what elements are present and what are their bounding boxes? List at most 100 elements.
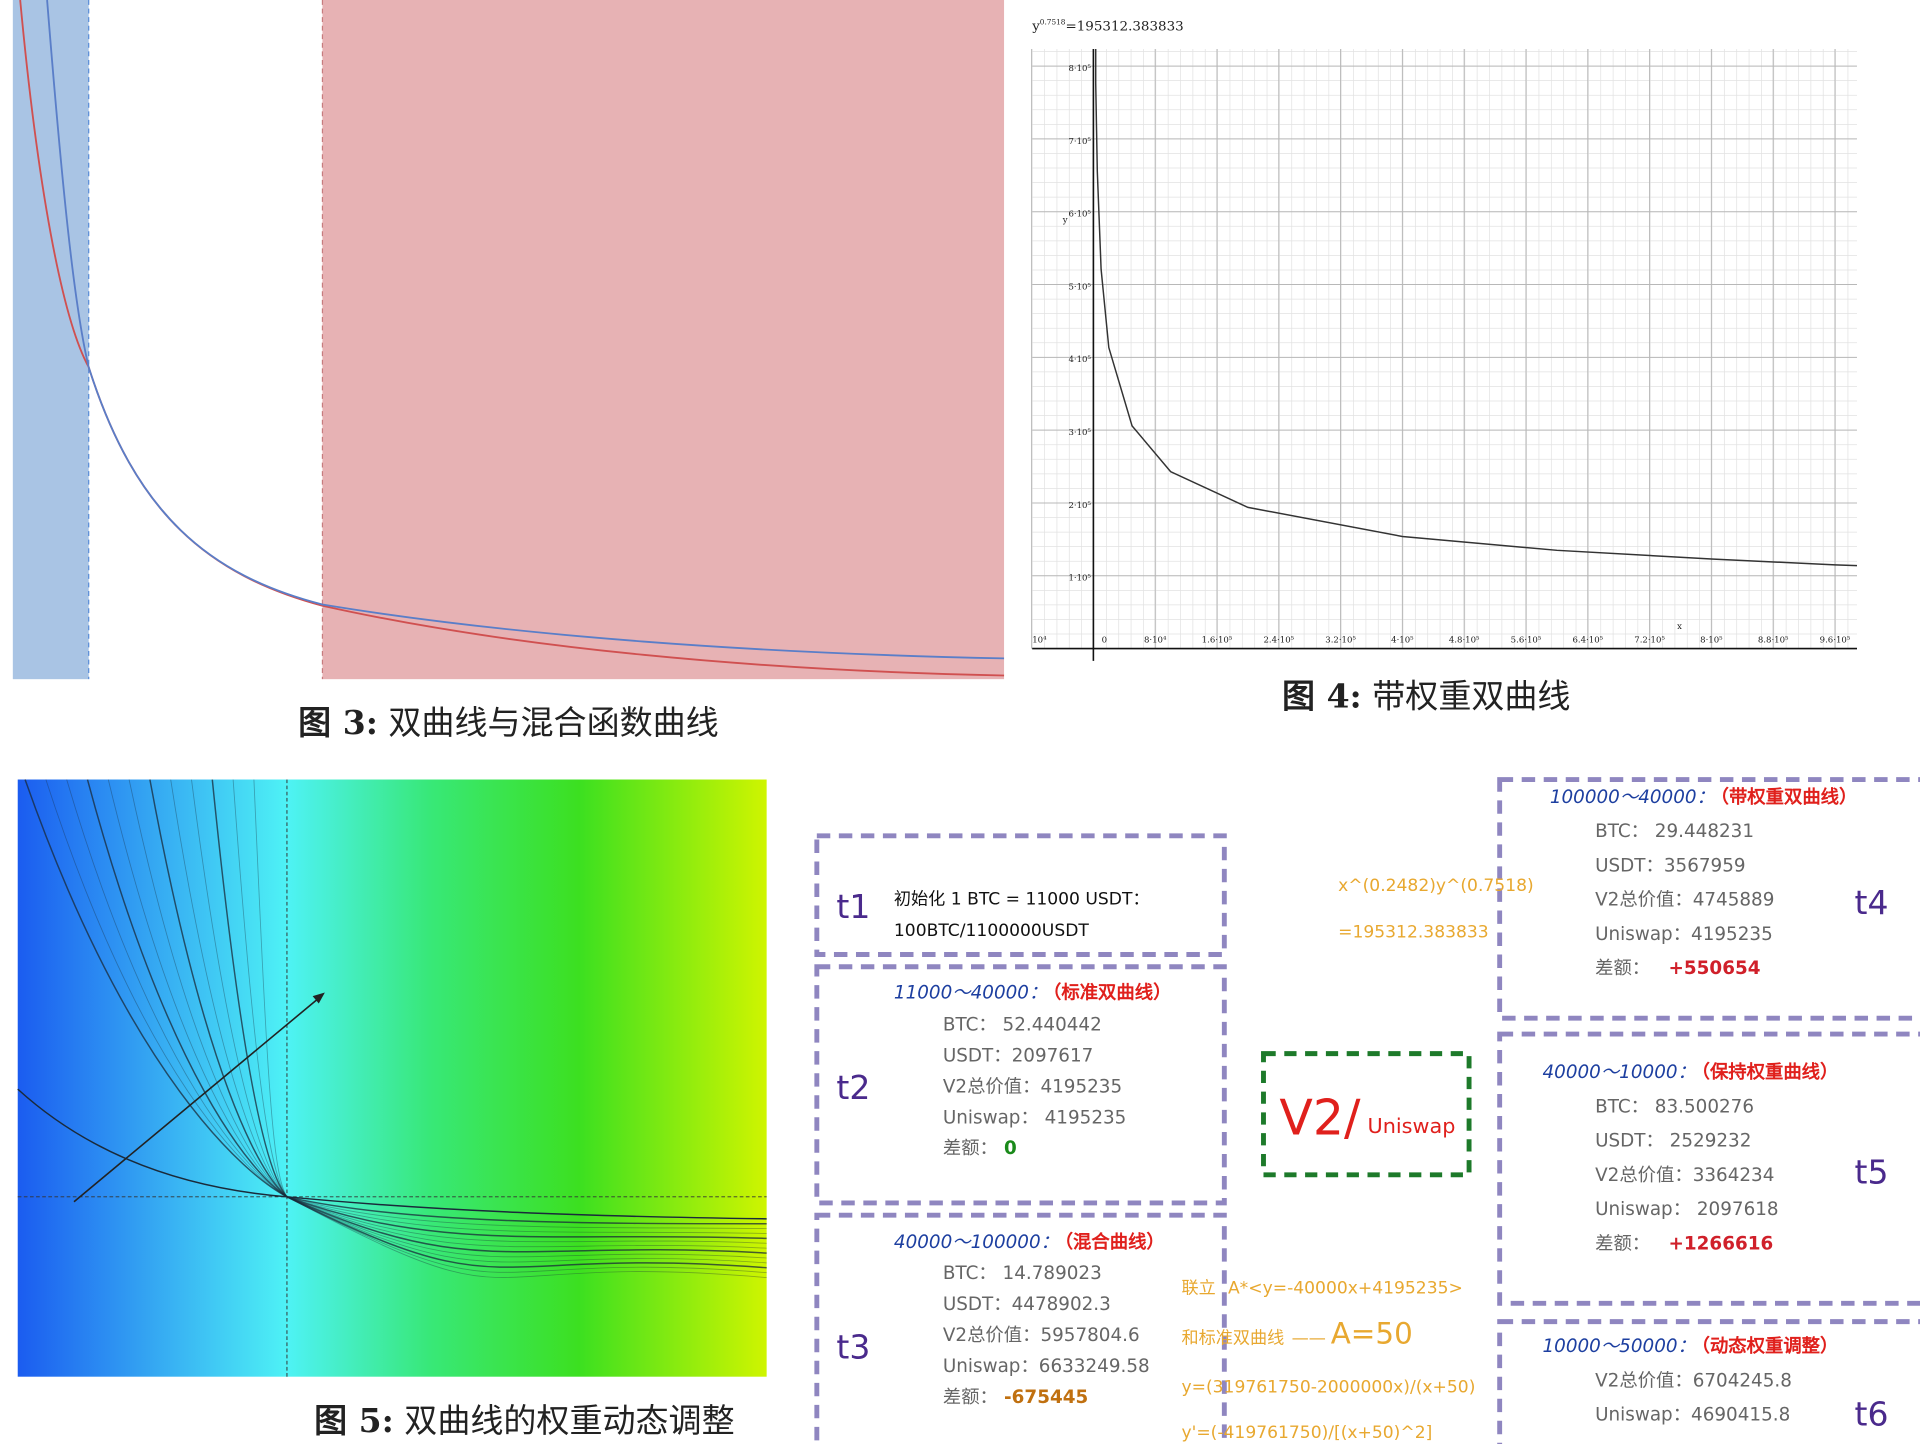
v2-label: V2/: [1279, 1089, 1361, 1146]
stage-diff: 差额： -675445: [943, 1387, 1088, 1408]
equation-var: y: [1031, 20, 1040, 35]
x-tick-label: 4.8·10⁵: [1449, 635, 1480, 645]
solve-dash: ——: [1292, 1329, 1326, 1349]
weight-curve: [253, 779, 767, 1278]
stage-line: Uniswap： 2097618: [1595, 1199, 1778, 1220]
stage-line: Uniswap：6633249.58: [943, 1356, 1150, 1377]
t1-line: 初始化 1 BTC = 11000 USDT：: [894, 889, 1150, 909]
stage-header: 40000～100000： （混合曲线）: [894, 1231, 1165, 1253]
weighted-hyperbola: [1094, 48, 1858, 567]
y-tick-label: 2·10⁵: [1068, 501, 1091, 511]
stage-line: V2总价值：4195235: [943, 1076, 1122, 1097]
stage-line: USDT： 2529232: [1595, 1131, 1751, 1152]
diff-label: 差额：: [1595, 958, 1650, 979]
stage-range: 10000～50000：: [1542, 1336, 1695, 1357]
x-tick-label: 8.8·10⁵: [1758, 635, 1789, 645]
formula: x^(0.2482)y^(0.7518): [1338, 876, 1534, 896]
diff-value: 0: [1004, 1138, 1017, 1159]
x-tick-label: 2.4·10⁵: [1263, 635, 1294, 645]
t6-box: [1497, 1319, 1920, 1444]
t2-box: [814, 964, 1227, 1206]
t5-box: [1497, 1031, 1920, 1306]
figure-4-caption: 图 4: 带权重双曲线: [1282, 676, 1570, 715]
stage-line: V2总价值：6704245.8: [1595, 1370, 1792, 1391]
x-tick-label: 8·10⁴: [1144, 635, 1167, 645]
stage-range: 40000～100000：: [894, 1232, 1059, 1253]
weight-curve: [211, 779, 767, 1269]
grid: [1031, 48, 1857, 650]
stage-line: USDT：2097617: [943, 1045, 1093, 1066]
y-tick-label: 1·10⁵: [1068, 574, 1091, 584]
x-tick-label: 4·10⁵: [1391, 635, 1414, 645]
stage-label: t4: [1855, 883, 1889, 922]
formula: =195312.383833: [1338, 922, 1489, 942]
stage-label: t5: [1855, 1152, 1889, 1191]
stage-tag: （保持权重曲线）: [1701, 1061, 1839, 1083]
curve-family: [17, 779, 767, 1278]
uniswap-label: Uniswap: [1368, 1114, 1456, 1138]
equation: y0.7518=195312.383833: [1031, 17, 1184, 34]
x-tick-label: 7.2·10⁵: [1634, 635, 1665, 645]
stage-header: 100000～40000： （带权重双曲线）: [1550, 786, 1858, 808]
v2-box: [1261, 1051, 1472, 1178]
x-tick-label: 1.6·10⁵: [1202, 635, 1233, 645]
solve-with: 和标准双曲线: [1181, 1329, 1284, 1349]
caption-text: 双曲线与混合函数曲线: [388, 703, 718, 742]
stage-line: BTC： 29.448231: [1595, 821, 1754, 842]
stage-range: 40000～10000：: [1542, 1062, 1695, 1083]
t4-box: [1497, 777, 1920, 1021]
diff-label: 差额：: [943, 1138, 998, 1159]
stage-line: V2总价值：3364234: [1595, 1165, 1774, 1186]
stage-tag: （混合曲线）: [1064, 1231, 1165, 1253]
stages: t2 11000～40000： （标准双曲线） BTC： 52.440442 USDT：…: [836, 786, 1888, 1434]
gradient-background: [17, 779, 767, 1377]
y-tick-label: 5·10⁵: [1068, 282, 1091, 292]
diff-label: 差额：: [943, 1387, 998, 1408]
stage-tag: （动态权重调整）: [1701, 1335, 1839, 1357]
diff-label: 差额：: [1595, 1233, 1650, 1254]
equation-exp: 0.7518: [1040, 17, 1066, 26]
diff-value: +550654: [1669, 958, 1761, 979]
y-tick-label: 7·10⁵: [1068, 137, 1091, 147]
stage-tag: （带权重双曲线）: [1720, 786, 1858, 808]
equation-rhs: =195312.383833: [1065, 20, 1183, 35]
t1-box: [814, 833, 1227, 957]
t3-box: [814, 1212, 1227, 1444]
figure-3-caption: 图 3: 双曲线与混合函数曲线: [298, 703, 719, 742]
price-path-diagram: t1 初始化 1 BTC = 11000 USDT： 100BTC/110000…: [814, 777, 1920, 1444]
stage-line: V2总价值：4745889: [1595, 890, 1774, 911]
stage-diff: 差额： +550654: [1595, 958, 1760, 979]
diff-value: +1266616: [1669, 1233, 1774, 1254]
x-tick-label: 6.4·10⁵: [1572, 635, 1603, 645]
arrow-shaft: [73, 995, 322, 1203]
stage-line: Uniswap： 4195235: [943, 1107, 1126, 1128]
x-tick-label: 5.6·10⁵: [1511, 635, 1542, 645]
y-tick-label: 8·10⁵: [1068, 64, 1091, 74]
t1-line: 100BTC/1100000USDT: [894, 921, 1089, 941]
x-tick-label: 8·10⁵: [1700, 635, 1723, 645]
stage-tag: （标准双曲线）: [1052, 982, 1171, 1004]
caption-text: 带权重双曲线: [1372, 676, 1570, 715]
solve-equation: A*<y=-40000x+4195235>: [1228, 1278, 1463, 1298]
solve-eq: y=(319761750-2000000x)/(x+50): [1181, 1378, 1475, 1398]
figure-4: y0.7518=195312.383833 y x 10⁴ 图 4: 带权重双曲…: [1031, 17, 1858, 715]
x-tick-label: 0: [1102, 635, 1107, 645]
stage-label: t3: [836, 1327, 870, 1366]
caption-label: 图 3:: [298, 703, 378, 742]
stage-line: Uniswap：4195235: [1595, 924, 1773, 945]
caption-label: 图 4:: [1282, 676, 1362, 715]
y-tick-label: 6·10⁵: [1068, 210, 1091, 220]
solve-value: A=50: [1331, 1317, 1413, 1351]
caption-label: 图 5:: [314, 1401, 394, 1440]
stage-label: t6: [1855, 1395, 1889, 1434]
solve-word: 联立: [1181, 1278, 1215, 1298]
stage-line: BTC： 52.440442: [943, 1014, 1102, 1035]
hyperbola-curve: [46, 0, 1005, 660]
stage-label: t2: [836, 1068, 870, 1107]
stage-header: 40000～10000： （保持权重曲线）: [1542, 1061, 1838, 1083]
solve-line: 联立 A*<y=-40000x+4195235>: [1181, 1278, 1462, 1298]
figure-5: 图 5: 双曲线的权重动态调整: [17, 779, 767, 1440]
t1-label: t1: [836, 887, 870, 926]
stage-line: BTC： 83.500276: [1595, 1096, 1754, 1117]
